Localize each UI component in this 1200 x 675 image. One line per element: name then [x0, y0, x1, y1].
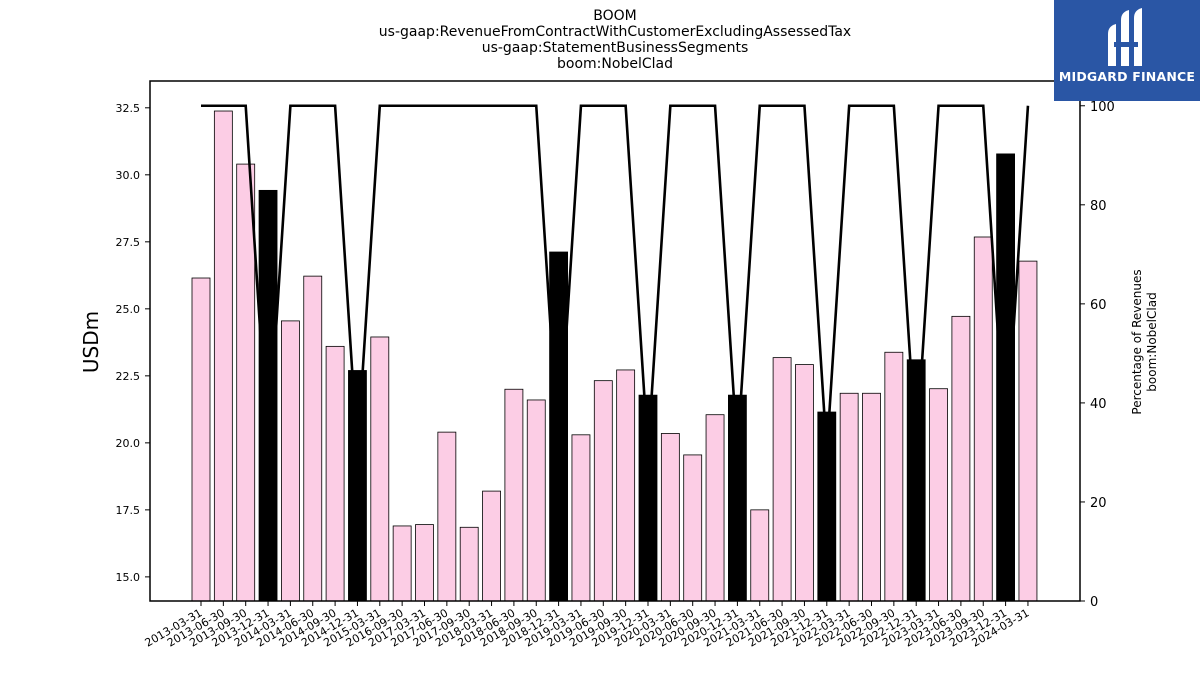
y-tick-label: 22.5	[116, 370, 141, 383]
bar-2013-03-31	[191, 277, 211, 602]
y-tick-label: 15.0	[116, 571, 141, 584]
logo-text: MIDGARD FINANCE	[1058, 69, 1196, 84]
bar-2022-03-31	[839, 392, 859, 602]
bar-2019-12-31	[638, 394, 658, 602]
bar-2013-09-30	[236, 163, 256, 602]
bar-2023-03-31	[929, 388, 948, 602]
y2-axis-label-line-1: Percentage of Revenues	[1130, 269, 1144, 414]
bar-2014-12-31	[348, 370, 367, 602]
bar-2024-03-31	[1018, 260, 1038, 602]
percentage-series-line	[201, 104, 1030, 453]
bar-2018-12-31	[549, 251, 568, 602]
chart-title-line-2: us-gaap:RevenueFromContractWithCustomerE…	[378, 24, 852, 40]
bar-2017-06-30	[437, 431, 457, 602]
axis-labels-group: USDm Percentage of Revenues boom:NobelCl…	[79, 269, 1159, 414]
bar-2019-03-31	[571, 434, 591, 602]
y-tick-label: 30.0	[116, 169, 141, 182]
y2-tick-label: 100	[1090, 100, 1115, 115]
y2-tick-label: 60	[1090, 298, 1107, 313]
plot-frame	[149, 80, 1081, 602]
y2-tick-label: 0	[1090, 595, 1098, 610]
bar-2020-03-31	[660, 433, 680, 602]
y-tick-label: 32.5	[116, 102, 141, 115]
bar-2022-06-30	[862, 392, 881, 602]
chart-title-line-3: us-gaap:StatementBusinessSegments	[481, 40, 749, 56]
bar-2021-06-30	[772, 357, 792, 602]
bar-2014-03-31	[280, 320, 300, 602]
bar-2014-06-30	[303, 275, 323, 602]
bar-2022-09-30	[884, 351, 904, 602]
midgard-finance-logo: MIDGARD FINANCE	[1054, 0, 1200, 101]
bar-2018-03-31	[482, 490, 501, 602]
y-tick-label: 17.5	[116, 504, 141, 517]
y-tick-label: 25.0	[116, 303, 141, 316]
bar-2013-12-31	[258, 189, 278, 602]
bar-2019-09-30	[616, 369, 636, 602]
axes-group: 15.0 17.5 20.0 22.5 25.0 27.5 30.0 32.5 0 20 40 60 8…	[116, 80, 1115, 650]
bar-2019-06-30	[593, 380, 613, 602]
bar-2020-06-30	[683, 454, 703, 602]
bar-2016-09-30	[392, 525, 412, 602]
bar-2018-09-30	[526, 399, 546, 602]
y2-axis-label-line-2: boom:NobelClad	[1145, 292, 1159, 391]
bar-2023-09-30	[973, 236, 993, 602]
y-axis-label: USDm	[79, 311, 103, 373]
chart-title-line-1: BOOM	[593, 8, 637, 24]
bar-2018-06-30	[504, 388, 524, 602]
midgard-logo-icon	[1108, 8, 1142, 66]
bar-2020-12-31	[728, 394, 747, 602]
y-tick-label: 20.0	[116, 437, 141, 450]
bar-2013-06-30	[213, 110, 233, 602]
bar-2021-03-31	[750, 509, 770, 602]
bar-2023-12-31	[996, 153, 1015, 602]
y2-tick-label: 20	[1090, 496, 1107, 511]
chart-title-line-4: boom:NobelClad	[557, 56, 673, 72]
bar-2014-09-30	[325, 345, 345, 602]
y2-tick-label: 40	[1090, 397, 1107, 412]
percentage-line-group	[201, 104, 1030, 453]
bar-2015-03-31	[370, 336, 390, 602]
bar-2020-09-30	[705, 414, 725, 602]
bar-2023-06-30	[951, 315, 971, 602]
y2-tick-label: 80	[1090, 199, 1107, 214]
bar-2022-12-31	[906, 359, 926, 602]
bar-2017-03-31	[415, 524, 434, 602]
y-tick-label: 27.5	[116, 236, 141, 249]
bar-2021-09-30	[795, 364, 814, 602]
bar-2017-09-30	[459, 526, 479, 602]
